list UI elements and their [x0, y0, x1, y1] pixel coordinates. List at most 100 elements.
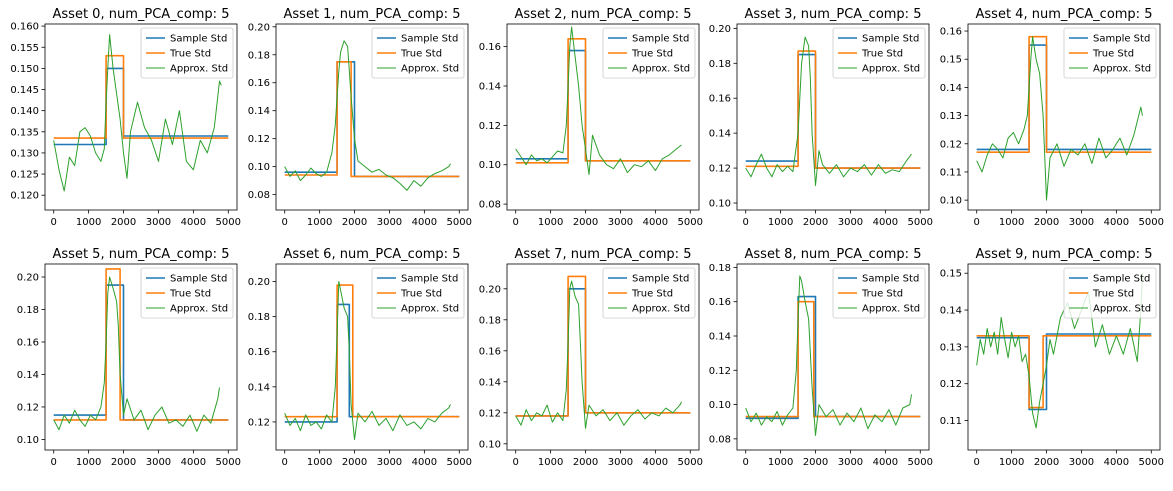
- subplot-title: Asset 3, num_PCA_comp: 5: [745, 7, 922, 22]
- subplot-3: Asset 3, num_PCA_comp: 5 0 1000 2000 3000 400…: [709, 7, 933, 228]
- legend: Sample Std True Std Approx. Std: [1063, 267, 1157, 319]
- x-tick-label: 3000: [146, 217, 171, 228]
- legend-label: True Std: [169, 289, 211, 300]
- y-tick-label: 0.13: [940, 111, 962, 122]
- x-tick-label: 3000: [1069, 457, 1094, 468]
- x-tick-label: 3000: [608, 457, 633, 468]
- approx-std-line: [745, 275, 912, 436]
- x-tick-label: 4000: [873, 457, 898, 468]
- y-tick-label: 0.14: [248, 106, 270, 117]
- y-tick-label: 0.12: [709, 164, 731, 175]
- y-tick-label: 0.12: [709, 366, 731, 377]
- x-tick-label: 5000: [678, 217, 703, 228]
- legend-label: Sample Std: [862, 34, 919, 45]
- x-tick-label: 0: [743, 457, 749, 468]
- x-tick-label: 5000: [447, 217, 472, 228]
- y-tick-label: 0.16: [248, 78, 270, 89]
- y-tick-label: 0.120: [10, 191, 39, 202]
- y-tick-label: 0.14: [17, 370, 39, 381]
- x-tick-label: 1000: [76, 457, 101, 468]
- true-std-line: [976, 334, 1152, 409]
- x-tick-label: 3000: [146, 457, 171, 468]
- x-tick-label: 0: [513, 217, 519, 228]
- legend-label: True Std: [400, 289, 442, 300]
- y-tick-label: 0.14: [248, 382, 270, 393]
- legend-label: Sample Std: [401, 274, 458, 285]
- y-tick-label: 0.16: [248, 347, 270, 358]
- x-tick-label: 2000: [803, 457, 828, 468]
- y-tick-label: 0.150: [10, 64, 39, 75]
- x-tick-label: 5000: [447, 457, 472, 468]
- y-tick-label: 0.15: [940, 269, 962, 280]
- y-tick-label: 0.16: [479, 42, 501, 53]
- y-tick-label: 0.14: [940, 306, 962, 317]
- y-tick-label: 0.18: [709, 59, 731, 70]
- y-tick-label: 0.15: [940, 55, 962, 66]
- axes-frame: [44, 23, 238, 211]
- legend-label: Approx. Std: [1093, 64, 1151, 75]
- y-tick-label: 0.155: [10, 43, 39, 54]
- legend-box: [602, 267, 696, 319]
- subplot-title: Asset 0, num_PCA_comp: 5: [53, 7, 230, 22]
- y-tick-label: 0.11: [940, 416, 962, 427]
- legend-label: Sample Std: [632, 274, 689, 285]
- x-tick-label: 4000: [412, 217, 437, 228]
- x-tick-label: 4000: [181, 457, 206, 468]
- x-tick-label: 2000: [342, 457, 367, 468]
- y-tick-label: 0.16: [17, 337, 39, 348]
- y-tick-label: 0.10: [940, 196, 962, 207]
- y-tick-label: 0.16: [940, 27, 962, 38]
- y-tick-label: 0.135: [10, 127, 39, 138]
- y-tick-label: 0.145: [10, 85, 39, 96]
- subplot-7: Asset 7, num_PCA_comp: 5 0 1000 2000 3000 400…: [479, 247, 703, 468]
- legend-box: [371, 267, 465, 319]
- x-tick-label: 2000: [1034, 217, 1059, 228]
- y-tick-label: 0.18: [17, 305, 39, 316]
- sample-std-line: [976, 333, 1152, 411]
- y-tick-label: 0.16: [709, 297, 731, 308]
- legend-box: [371, 27, 465, 79]
- legend-label: Approx. Std: [170, 64, 228, 75]
- legend-box: [140, 27, 234, 79]
- y-tick-label: 0.20: [248, 22, 270, 33]
- legend: Sample Std True Std Approx. Std: [140, 267, 234, 319]
- legend-label: True Std: [861, 49, 903, 60]
- sample-std-line: [53, 67, 229, 146]
- x-tick-label: 1000: [307, 457, 332, 468]
- x-tick-label: 0: [743, 217, 749, 228]
- x-tick-label: 1000: [999, 217, 1024, 228]
- y-tick-label: 0.12: [248, 417, 270, 428]
- y-tick-label: 0.12: [17, 402, 39, 413]
- subplot-2: Asset 2, num_PCA_comp: 5 0 1000 2000 3000 400…: [479, 7, 703, 228]
- approx-std-line: [515, 26, 682, 176]
- subplot-1: Asset 1, num_PCA_comp: 5 0 1000 2000 3000 400…: [248, 7, 472, 228]
- y-tick-label: 0.14: [940, 83, 962, 94]
- true-std-line: [745, 50, 921, 169]
- x-tick-label: 4000: [1104, 457, 1129, 468]
- subplot-9: Asset 9, num_PCA_comp: 5 0 1000 2000 3000 400…: [940, 247, 1164, 468]
- subplot-8: Asset 8, num_PCA_comp: 5 0 1000 2000 3000 400…: [709, 247, 933, 468]
- legend-label: True Std: [169, 49, 211, 60]
- approx-std-line: [53, 276, 220, 432]
- x-tick-label: 3000: [377, 457, 402, 468]
- x-tick-label: 5000: [216, 217, 241, 228]
- legend: Sample Std True Std Approx. Std: [1063, 27, 1157, 79]
- legend-label: True Std: [400, 49, 442, 60]
- legend-box: [832, 27, 926, 79]
- legend-label: Approx. Std: [170, 304, 228, 315]
- subplot-0: Asset 0, num_PCA_comp: 5 0 1000 2000 3000 400…: [10, 7, 241, 228]
- y-tick-label: 0.16: [709, 94, 731, 105]
- axes-frame: [44, 263, 238, 451]
- legend-label: Approx. Std: [862, 64, 920, 75]
- sample-std-line: [284, 60, 460, 178]
- x-tick-label: 0: [51, 217, 57, 228]
- true-std-line: [745, 300, 921, 418]
- y-tick-label: 0.14: [479, 377, 501, 388]
- true-std-line: [515, 37, 691, 164]
- x-tick-label: 4000: [643, 457, 668, 468]
- y-tick-label: 0.12: [940, 379, 962, 390]
- legend: Sample Std True Std Approx. Std: [832, 267, 926, 319]
- subplot-title: Asset 9, num_PCA_comp: 5: [976, 247, 1153, 262]
- y-tick-label: 0.08: [709, 434, 731, 445]
